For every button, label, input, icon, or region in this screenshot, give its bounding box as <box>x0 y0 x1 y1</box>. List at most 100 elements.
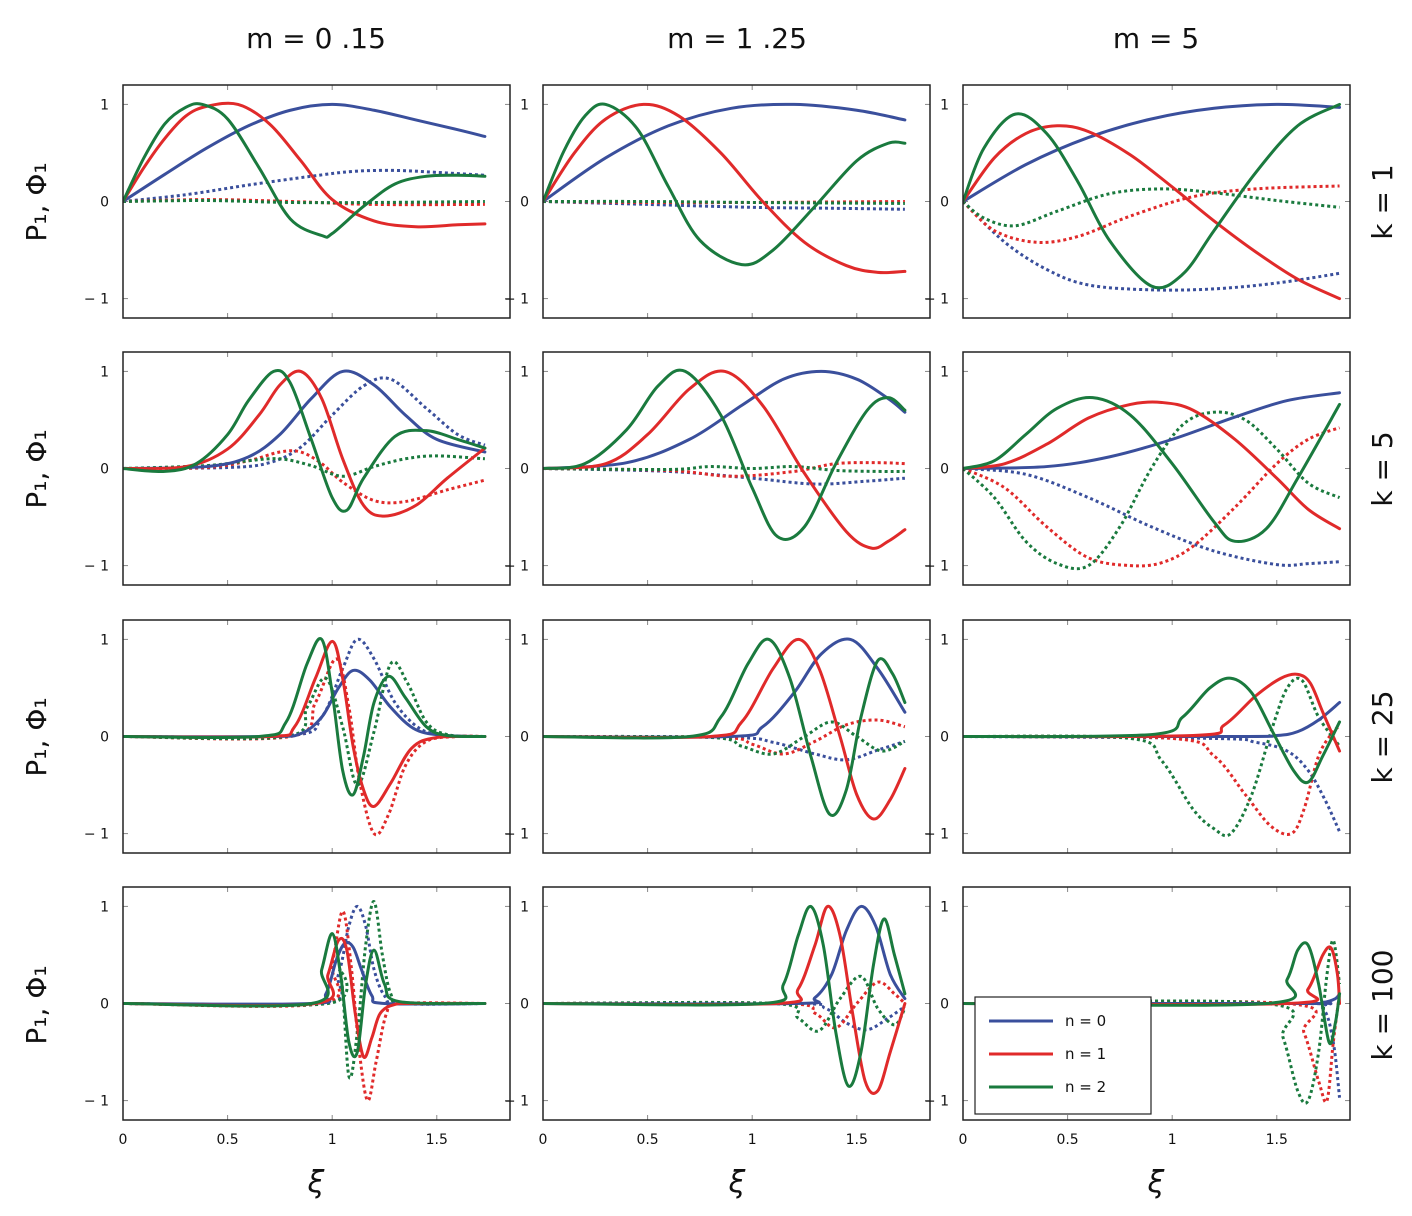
series-line-n-2-dotted <box>963 187 1340 228</box>
row-label-k-25: k = 25 <box>1366 690 1399 783</box>
panel-m1-25-k-1: 1 0 − 1 <box>504 84 931 319</box>
series-line-n-0-dotted <box>123 168 485 203</box>
series-line-n-0-dotted <box>963 200 1340 292</box>
y-tick-label: 1 <box>940 364 949 380</box>
series-group <box>963 102 1342 301</box>
x-axis-labels: ξ ξ ξ <box>307 1165 1165 1200</box>
x-tick-label: 1 <box>748 1132 757 1148</box>
x-tick-label: 1.5 <box>846 1132 868 1148</box>
series-line-n-2-solid <box>963 396 1342 544</box>
plot-frame <box>962 84 1351 319</box>
y-tick-label: 0 <box>940 997 949 1013</box>
series-line-n-0-solid <box>123 369 487 470</box>
y-tick-label: 1 <box>940 97 949 113</box>
x-axis-label-col-1: ξ <box>307 1165 325 1200</box>
series-line-n-2-dotted <box>123 900 485 1080</box>
x-axis-label-col-2: ξ <box>728 1165 746 1200</box>
series-line-n-2-dotted <box>963 410 1341 571</box>
panel-m1-25-k-5: 1 0 − 1 <box>504 351 931 586</box>
x-tick-label: 1.5 <box>1266 1132 1288 1148</box>
legend-label: n = 1 <box>1065 1045 1106 1063</box>
series-line-n-1-dotted <box>123 449 486 505</box>
plot-frame <box>122 351 511 586</box>
legend-label: n = 0 <box>1065 1012 1106 1030</box>
y-tick-label: 0 <box>520 195 529 211</box>
series-line-n-0-solid <box>123 102 487 203</box>
series-line-n-2-solid <box>963 676 1342 785</box>
series-line-n-1-dotted <box>963 184 1340 244</box>
y-tick-label: 1 <box>520 364 529 380</box>
y-tick-label: 1 <box>100 364 109 380</box>
row-label-k-1: k = 1 <box>1366 164 1399 239</box>
panel-m5-k-1: 1 0 − 1 <box>924 84 1351 319</box>
x-tick-label: 0 <box>959 1132 968 1148</box>
panel-m0-15-k-100: 1 0 − 1 0 0.5 1 1.5 <box>84 886 511 1148</box>
plot-frame <box>122 619 511 854</box>
y-tick-label: − 1 <box>84 827 109 843</box>
plot-frame <box>542 84 931 319</box>
series-line-n-2-dotted <box>123 454 485 478</box>
row-label-k-100: k = 100 <box>1366 950 1399 1061</box>
y-tick-label: − 1 <box>924 1094 949 1110</box>
x-tick-label: 0.5 <box>1056 1132 1078 1148</box>
series-group <box>963 391 1342 571</box>
plot-frame <box>962 619 1351 854</box>
y-tick-label: 0 <box>940 462 949 478</box>
row-label-k-5: k = 5 <box>1366 431 1399 506</box>
plot-frame <box>542 351 931 586</box>
series-line-n-0-dotted <box>543 200 905 211</box>
panel-m1-25-k-25: 1 0 − 1 <box>504 619 931 854</box>
series-group <box>543 637 907 821</box>
y-tick-label: − 1 <box>84 1094 109 1110</box>
panel-m5-k-100: 1 0 − 1 0 0.5 1 1.5 n = 0 n = 1 n = 2 <box>924 886 1351 1148</box>
y-tick-label: 1 <box>940 632 949 648</box>
y-tick-label: − 1 <box>504 559 529 575</box>
series-line-n-1-solid <box>543 904 907 1095</box>
series-line-n-1-solid <box>123 936 487 1060</box>
y-tick-label: 0 <box>520 997 529 1013</box>
y-tick-label: 1 <box>100 899 109 915</box>
series-line-n-0-solid <box>543 102 907 203</box>
x-tick-label: 1.5 <box>426 1132 448 1148</box>
series-line-n-2-solid <box>543 637 907 817</box>
column-title-m-0-15: m = 0 .15 <box>246 22 386 55</box>
series-line-n-1-dotted <box>963 426 1341 568</box>
series-line-n-2-solid <box>543 368 907 541</box>
y-tick-label: 1 <box>100 632 109 648</box>
plot-frame <box>122 886 511 1121</box>
series-line-n-2-solid <box>963 941 1342 1046</box>
series-group <box>123 900 487 1103</box>
y-axis-label-row-4: P₁, Φ₁ <box>20 965 53 1044</box>
y-tick-label: − 1 <box>504 292 529 308</box>
y-tick-label: − 1 <box>924 827 949 843</box>
y-axis-label-row-2: P₁, Φ₁ <box>20 429 53 508</box>
legend-label: n = 2 <box>1065 1078 1106 1096</box>
y-tick-label: 1 <box>520 899 529 915</box>
plot-frame <box>122 84 511 319</box>
series-group <box>963 938 1342 1105</box>
series-line-n-0-solid <box>963 102 1342 203</box>
series-group <box>123 368 487 518</box>
series-line-n-0-solid <box>963 391 1342 470</box>
series-line-n-0-dotted <box>543 1001 906 1032</box>
series-line-n-1-solid <box>543 369 907 550</box>
series-line-n-1-solid <box>543 102 907 275</box>
y-axis-labels: P₁, Φ₁ P₁, Φ₁ P₁, Φ₁ P₁, Φ₁ <box>20 162 53 1044</box>
series-line-n-1-solid <box>123 101 487 229</box>
series-line-n-2-dotted <box>123 660 485 787</box>
panel-m5-k-25: 1 0 − 1 <box>924 619 1351 854</box>
series-group <box>543 904 907 1095</box>
x-axis-label-col-3: ξ <box>1147 1165 1165 1200</box>
x-tick-label: 0.5 <box>216 1132 238 1148</box>
x-tick-label: 0 <box>119 1132 128 1148</box>
series-line-n-2-dotted <box>543 720 906 756</box>
y-tick-label: 0 <box>520 730 529 746</box>
y-tick-label: − 1 <box>504 1094 529 1110</box>
panel-m0-15-k-25: 1 0 − 1 <box>84 619 511 854</box>
y-tick-label: 1 <box>520 97 529 113</box>
series-line-n-0-dotted <box>123 376 486 470</box>
panel-m0-15-k-5: 1 0 − 1 <box>84 351 511 586</box>
series-line-n-2-solid <box>963 102 1342 290</box>
y-tick-label: 0 <box>100 730 109 746</box>
